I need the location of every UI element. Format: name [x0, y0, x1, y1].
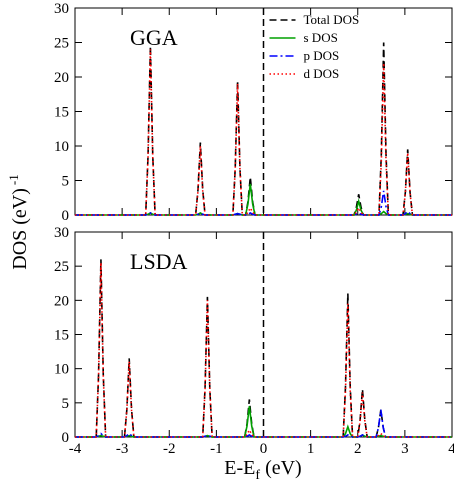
y-tick-label: 5 — [62, 396, 70, 412]
legend-label: s DOS — [304, 30, 338, 45]
y-label-text: DOS (eV) — [9, 188, 31, 270]
y-tick-label: 25 — [54, 259, 69, 275]
y-label-sup: -1 — [6, 174, 21, 185]
y-tick-label: 10 — [54, 139, 69, 155]
y-tick-label: 15 — [54, 105, 69, 121]
x-tick-label: -4 — [69, 441, 82, 457]
legend-label: p DOS — [304, 48, 340, 63]
x-tick-label: 0 — [260, 441, 268, 457]
x-label-unit: (eV) — [265, 457, 302, 479]
y-tick-label: 5 — [62, 174, 70, 190]
x-tick-label: 1 — [307, 441, 315, 457]
panel-label: LSDA — [130, 249, 188, 274]
y-tick-label: 0 — [62, 430, 70, 446]
legend-label: d DOS — [304, 66, 340, 81]
y-tick-label: 30 — [54, 225, 69, 241]
dos-line — [75, 190, 452, 216]
y-axis-label: DOS (eV) -1 — [6, 174, 31, 270]
x-axis-label: E-Ef (eV) — [224, 457, 301, 483]
y-tick-label: 25 — [54, 36, 69, 52]
x-label-text: E-E — [224, 457, 255, 479]
y-tick-label: 15 — [54, 328, 69, 344]
legend-label: Total DOS — [304, 12, 360, 27]
x-tick-label: 2 — [354, 441, 362, 457]
panel-label: GGA — [130, 25, 178, 50]
x-label-sub: f — [255, 468, 260, 483]
y-tick-label: 10 — [54, 362, 69, 378]
x-tick-label: -1 — [210, 441, 223, 457]
y-tick-label: 30 — [54, 1, 69, 17]
x-tick-label: -2 — [163, 441, 176, 457]
y-tick-label: 20 — [54, 293, 69, 309]
x-tick-label: 3 — [401, 441, 409, 457]
x-tick-label: 4 — [448, 441, 454, 457]
x-tick-label: -3 — [116, 441, 129, 457]
y-tick-label: 0 — [62, 208, 70, 224]
dos-line — [75, 262, 452, 438]
y-tick-label: 20 — [54, 70, 69, 86]
